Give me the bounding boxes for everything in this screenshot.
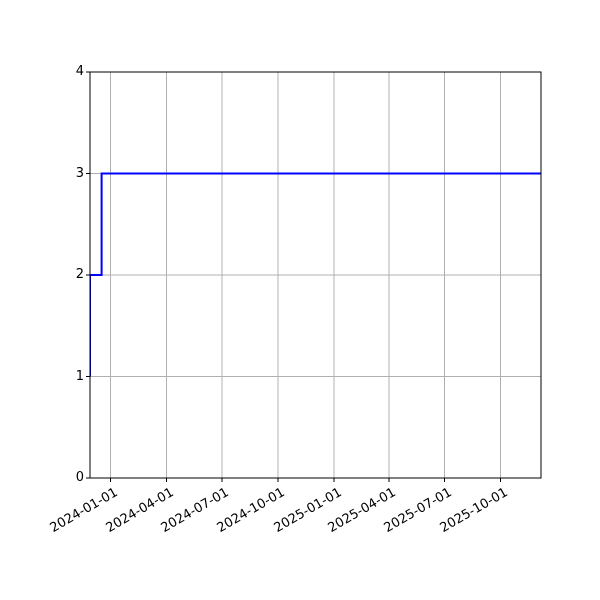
y-tick-label: 2 <box>75 267 84 282</box>
y-tick-label: 1 <box>75 368 84 384</box>
y-tick-label: 4 <box>75 64 84 79</box>
y-tick-label: 0 <box>75 470 84 485</box>
y-tick-label: 3 <box>75 165 84 181</box>
axes-spines <box>89 71 542 479</box>
data-line-step-line <box>90 172 541 377</box>
